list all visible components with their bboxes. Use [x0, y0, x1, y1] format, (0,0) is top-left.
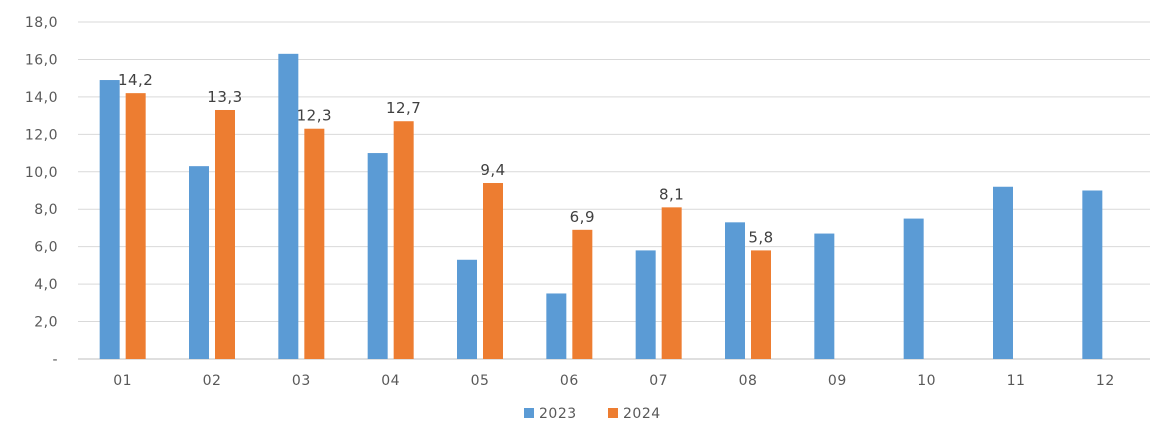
bar-2023-01 — [99, 80, 120, 360]
bar-2023-07 — [635, 250, 656, 359]
data-labels: 14,2 13,3 12,3 12,7 9,4 6,9 8,1 5,8 — [118, 71, 773, 246]
data-label-2024-05: 9,4 — [480, 161, 505, 179]
bar-2023-12 — [1082, 190, 1103, 359]
bar-2024-08 — [751, 250, 771, 359]
data-label-2024-01: 14,2 — [118, 71, 153, 89]
bar-2023-03 — [278, 53, 299, 359]
x-tick-label: 06 — [560, 373, 579, 389]
bar-2023-10 — [903, 218, 924, 359]
data-label-2024-02: 13,3 — [207, 88, 242, 106]
bar-2024-07 — [661, 207, 682, 359]
bar-2023-08 — [725, 222, 745, 359]
x-tick-label: 12 — [1096, 373, 1115, 389]
bar-2023-09 — [814, 233, 835, 359]
bar-2023-11 — [993, 186, 1013, 359]
y-tick-label: 18,0 — [25, 15, 58, 31]
legend: 2023 2024 — [524, 406, 661, 422]
legend-swatch-2024 — [608, 408, 618, 418]
bar-2023-02 — [189, 166, 209, 359]
y-axis-ticks: - 2,0 4,0 6,0 8,0 10,0 12,0 14,0 16,0 18,0 — [25, 15, 58, 368]
bar-2024-06 — [572, 229, 593, 359]
data-label-2024-06: 6,9 — [570, 208, 595, 226]
bar-2023-04 — [367, 153, 388, 359]
gridlines — [78, 21, 1150, 360]
y-tick-label: 2,0 — [34, 315, 58, 331]
x-tick-label: 07 — [649, 373, 668, 389]
y-tick-label: 12,0 — [25, 127, 58, 143]
bar-2023-05 — [457, 259, 477, 359]
y-tick-label: 14,0 — [25, 90, 58, 106]
x-axis-ticks: 01 02 03 04 05 06 07 08 09 10 11 12 — [113, 373, 1114, 389]
legend-swatch-2023 — [524, 408, 534, 418]
x-tick-label: 01 — [113, 373, 132, 389]
bar-2024-01 — [125, 93, 146, 360]
x-tick-label: 02 — [203, 373, 222, 389]
bar-2024-05 — [483, 183, 503, 359]
x-tick-label: 09 — [828, 373, 847, 389]
x-tick-label: 04 — [381, 373, 400, 389]
x-tick-label: 08 — [739, 373, 758, 389]
x-tick-label: 03 — [292, 373, 311, 389]
bar-2023-06 — [546, 293, 567, 359]
bar-2024-04 — [393, 121, 414, 359]
legend-label-2023: 2023 — [539, 406, 577, 422]
y-tick-label: 10,0 — [25, 165, 58, 181]
data-label-2024-04: 12,7 — [386, 99, 421, 117]
y-tick-label: 8,0 — [34, 202, 58, 218]
data-label-2024-08: 5,8 — [748, 228, 773, 246]
y-tick-label: 16,0 — [25, 52, 58, 68]
y-tick-label: - — [52, 352, 58, 368]
x-tick-label: 11 — [1007, 373, 1026, 389]
y-tick-label: 6,0 — [34, 240, 58, 256]
data-label-2024-03: 12,3 — [297, 107, 332, 125]
bar-2024-02 — [215, 109, 235, 359]
bar-2024-03 — [304, 128, 325, 359]
data-label-2024-07: 8,1 — [659, 185, 684, 203]
legend-label-2024: 2024 — [623, 406, 661, 422]
x-tick-label: 05 — [471, 373, 490, 389]
x-tick-label: 10 — [917, 373, 936, 389]
y-tick-label: 4,0 — [34, 277, 58, 293]
bars — [99, 53, 1103, 360]
